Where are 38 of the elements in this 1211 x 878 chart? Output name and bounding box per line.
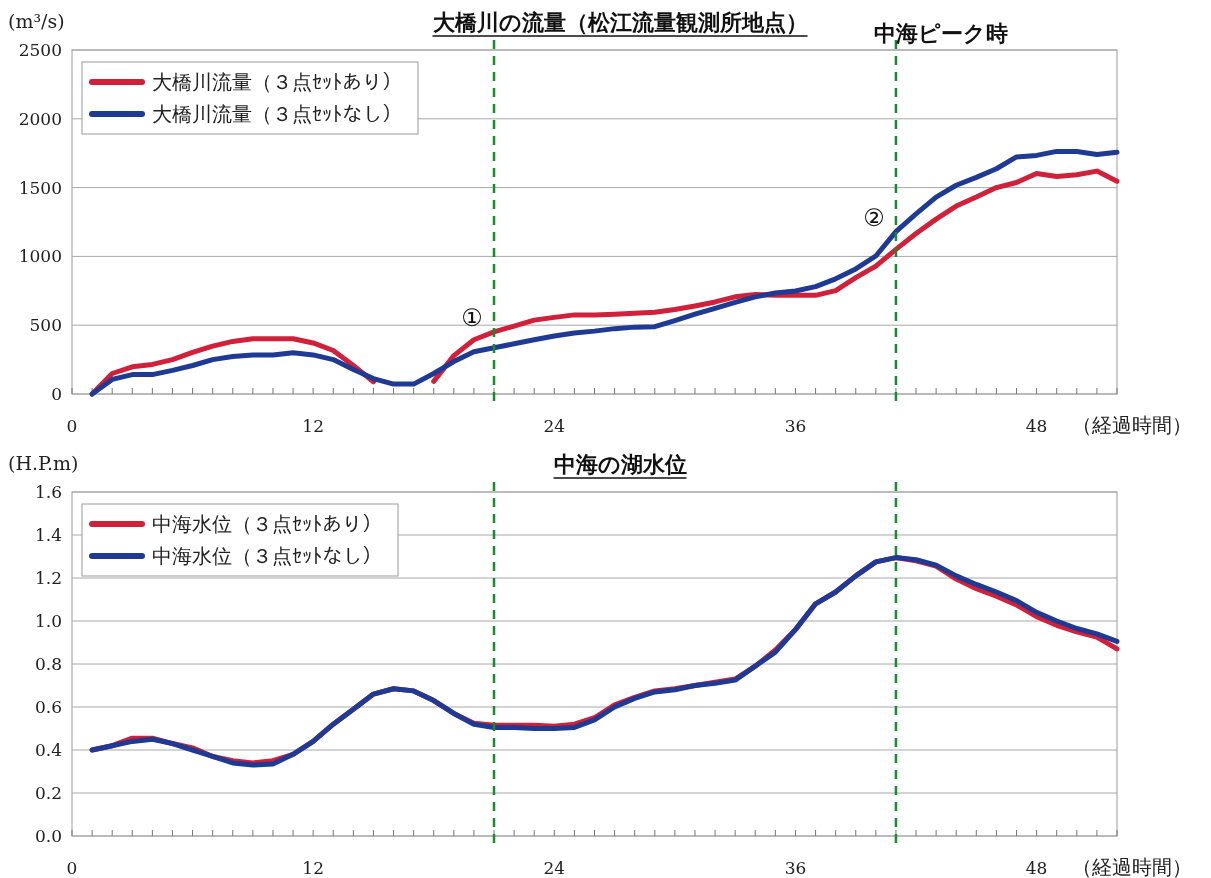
legend-label: 大橋川流量（３点ｾｯﾄなし） [152, 102, 402, 126]
y-tick-label: 2500 [18, 40, 62, 60]
x-tick-label: 0 [66, 858, 78, 878]
x-tick-label: 36 [784, 416, 807, 436]
x-tick-label: 0 [66, 416, 78, 436]
y-tick-label: 0.0 [34, 826, 62, 846]
x-axis-title: （経過時間） [1072, 413, 1192, 437]
x-tick-label: 24 [543, 416, 566, 436]
y-axis-title: (H.P.m) [8, 452, 79, 474]
y-tick-label: 1.0 [34, 611, 62, 631]
y-tick-label: 0.6 [34, 697, 62, 717]
y-tick-label: 1.4 [34, 525, 62, 545]
y-tick-label: 2000 [18, 108, 62, 129]
legend-label: 大橋川流量（３点ｾｯﾄあり） [152, 70, 402, 94]
y-tick-label: 1000 [18, 246, 62, 267]
y-tick-label: 1.2 [34, 568, 62, 588]
y-tick-label: 0.2 [34, 783, 62, 803]
y-tick-label: 0 [51, 384, 62, 404]
legend-label: 中海水位（３点ｾｯﾄあり） [152, 512, 382, 536]
y-tick-label: 0.4 [34, 740, 62, 760]
annotation: ① [461, 303, 483, 332]
x-tick-label: 48 [1025, 858, 1048, 878]
y-tick-label: 1.6 [34, 482, 62, 502]
chart-title: 中海の湖水位 [553, 452, 687, 477]
annotation: ② [863, 203, 885, 232]
y-axis-title: (m³/s) [8, 10, 65, 32]
x-tick-label: 12 [302, 416, 324, 436]
x-tick-label: 36 [784, 858, 807, 878]
y-tick-label: 500 [29, 315, 62, 336]
y-tick-label: 1500 [18, 177, 62, 198]
chart-title: 大橋川の流量（松江流量観測所地点） [432, 10, 808, 35]
y-tick-label: 0.8 [34, 654, 62, 674]
x-tick-label: 48 [1025, 416, 1048, 436]
ref-line-label: 中海ピーク時 [873, 21, 1008, 46]
x-tick-label: 24 [543, 858, 566, 878]
legend-label: 中海水位（３点ｾｯﾄなし） [152, 544, 382, 568]
x-axis-title: （経過時間） [1072, 855, 1192, 878]
x-tick-label: 12 [302, 858, 324, 878]
